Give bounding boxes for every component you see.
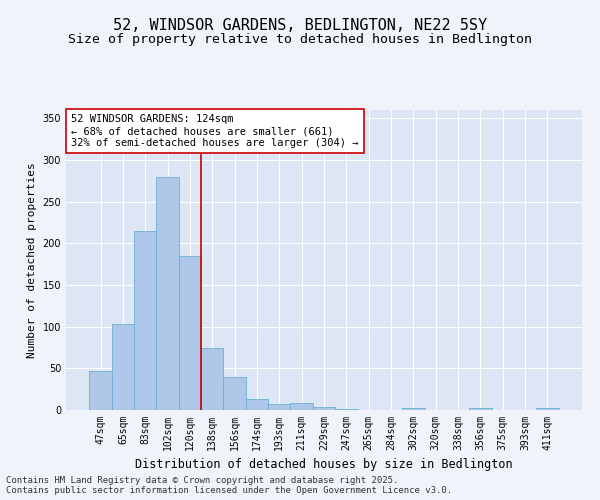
Bar [89, 371, 112, 410]
Bar [402, 408, 425, 410]
Text: 52 WINDSOR GARDENS: 124sqm
← 68% of detached houses are smaller (661)
32% of sem: 52 WINDSOR GARDENS: 124sqm ← 68% of deta… [71, 114, 359, 148]
Bar [313, 406, 335, 410]
Bar [112, 324, 134, 410]
Y-axis label: Number of detached properties: Number of detached properties [27, 162, 37, 358]
Bar [201, 348, 223, 410]
Text: Contains HM Land Registry data © Crown copyright and database right 2025.
Contai: Contains HM Land Registry data © Crown c… [6, 476, 452, 495]
Bar [134, 231, 157, 410]
Text: 52, WINDSOR GARDENS, BEDLINGTON, NE22 5SY: 52, WINDSOR GARDENS, BEDLINGTON, NE22 5S… [113, 18, 487, 32]
Bar [268, 404, 290, 410]
Bar [246, 399, 268, 410]
Text: Size of property relative to detached houses in Bedlington: Size of property relative to detached ho… [68, 32, 532, 46]
Bar [290, 404, 313, 410]
Bar [469, 408, 491, 410]
X-axis label: Distribution of detached houses by size in Bedlington: Distribution of detached houses by size … [135, 458, 513, 471]
Bar [179, 256, 201, 410]
Bar [335, 409, 358, 410]
Bar [223, 376, 246, 410]
Bar [536, 408, 559, 410]
Bar [157, 176, 179, 410]
